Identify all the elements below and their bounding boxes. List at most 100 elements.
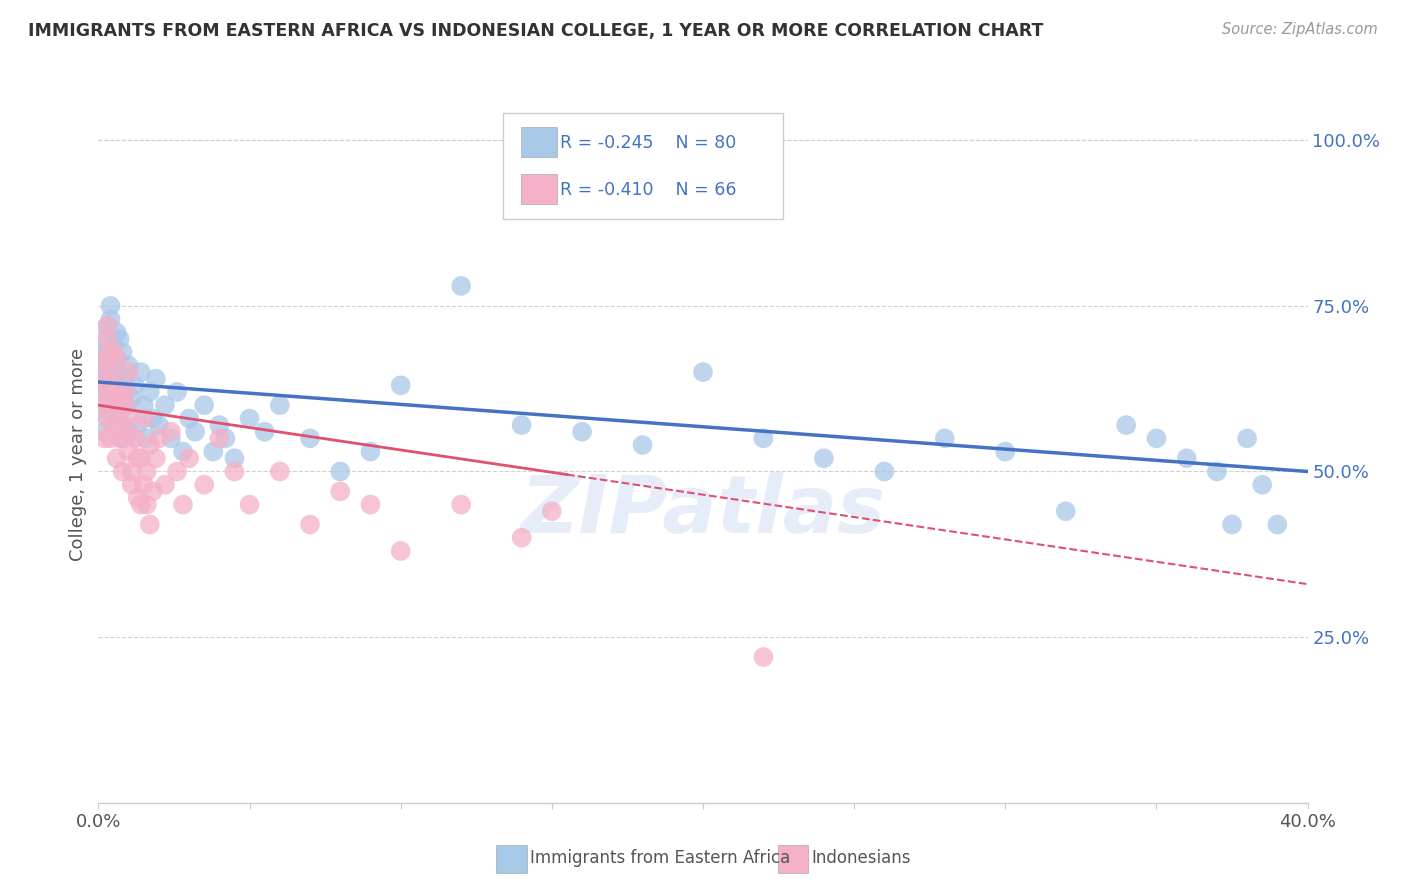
Point xyxy=(108,431,131,445)
Point xyxy=(299,431,322,445)
Point xyxy=(1220,517,1243,532)
Point xyxy=(108,398,131,412)
Point xyxy=(329,484,352,499)
Point xyxy=(96,345,118,359)
Text: IMMIGRANTS FROM EASTERN AFRICA VS INDONESIAN COLLEGE, 1 YEAR OR MORE CORRELATION: IMMIGRANTS FROM EASTERN AFRICA VS INDONE… xyxy=(28,22,1043,40)
Point xyxy=(100,384,122,399)
Text: Immigrants from Eastern Africa: Immigrants from Eastern Africa xyxy=(530,849,790,867)
Point xyxy=(148,431,170,445)
Point xyxy=(253,425,276,439)
Point xyxy=(100,431,122,445)
Point xyxy=(510,418,533,433)
Point xyxy=(142,484,165,499)
Point xyxy=(105,451,128,466)
Point xyxy=(111,345,134,359)
Point xyxy=(1206,465,1229,479)
Point xyxy=(93,332,115,346)
Point xyxy=(108,384,131,399)
Point xyxy=(93,431,115,445)
Point xyxy=(873,465,896,479)
Text: R = -0.410    N = 66: R = -0.410 N = 66 xyxy=(560,181,737,199)
Point xyxy=(224,451,246,466)
Point xyxy=(96,411,118,425)
Point xyxy=(153,398,176,412)
Point xyxy=(160,431,183,445)
Text: ZIPatlas: ZIPatlas xyxy=(520,472,886,549)
Point xyxy=(239,411,262,425)
Point xyxy=(139,517,162,532)
Point xyxy=(118,444,141,458)
Point xyxy=(100,299,122,313)
Point xyxy=(124,378,146,392)
Point xyxy=(153,477,176,491)
Point xyxy=(540,504,562,518)
Point xyxy=(121,392,143,406)
Point xyxy=(124,431,146,445)
Point xyxy=(127,418,149,433)
Point xyxy=(103,345,125,359)
Point xyxy=(135,431,157,445)
Point xyxy=(132,411,155,425)
Point xyxy=(105,411,128,425)
Point xyxy=(124,431,146,445)
Point xyxy=(121,465,143,479)
Point xyxy=(299,517,322,532)
Point xyxy=(450,279,472,293)
Point xyxy=(90,345,112,359)
Point xyxy=(103,398,125,412)
Point xyxy=(103,384,125,399)
Text: R = -0.245    N = 80: R = -0.245 N = 80 xyxy=(560,134,737,152)
Point xyxy=(90,398,112,412)
Point xyxy=(1251,477,1274,491)
Point xyxy=(96,378,118,392)
Point xyxy=(139,438,162,452)
Point xyxy=(100,398,122,412)
Point xyxy=(1054,504,1077,518)
Point xyxy=(994,444,1017,458)
Point xyxy=(103,378,125,392)
Point xyxy=(108,332,131,346)
Point xyxy=(114,398,136,412)
Point xyxy=(139,384,162,399)
Point xyxy=(360,444,382,458)
Point xyxy=(571,425,593,439)
Point xyxy=(145,451,167,466)
Point xyxy=(129,451,152,466)
Point xyxy=(148,418,170,433)
Point xyxy=(389,544,412,558)
Point xyxy=(118,359,141,373)
Point xyxy=(145,372,167,386)
Point xyxy=(93,365,115,379)
Point xyxy=(103,418,125,433)
Point xyxy=(934,431,956,445)
Point xyxy=(114,384,136,399)
Point xyxy=(224,465,246,479)
Point xyxy=(510,531,533,545)
Point xyxy=(269,465,291,479)
Point xyxy=(389,378,412,392)
Point xyxy=(114,398,136,412)
Point xyxy=(93,398,115,412)
Text: Source: ZipAtlas.com: Source: ZipAtlas.com xyxy=(1222,22,1378,37)
Point xyxy=(269,398,291,412)
Point xyxy=(96,372,118,386)
Point xyxy=(105,378,128,392)
Point xyxy=(214,431,236,445)
Point xyxy=(93,351,115,366)
Point xyxy=(179,451,201,466)
Point xyxy=(111,418,134,433)
Point xyxy=(96,384,118,399)
Point xyxy=(105,351,128,366)
Point xyxy=(93,384,115,399)
Text: Indonesians: Indonesians xyxy=(811,849,911,867)
Point xyxy=(208,418,231,433)
Point xyxy=(752,650,775,665)
Point xyxy=(142,411,165,425)
Point xyxy=(166,384,188,399)
Point xyxy=(752,431,775,445)
Point xyxy=(1175,451,1198,466)
Point xyxy=(193,398,215,412)
Point xyxy=(111,384,134,399)
Point xyxy=(96,318,118,333)
Point xyxy=(127,451,149,466)
